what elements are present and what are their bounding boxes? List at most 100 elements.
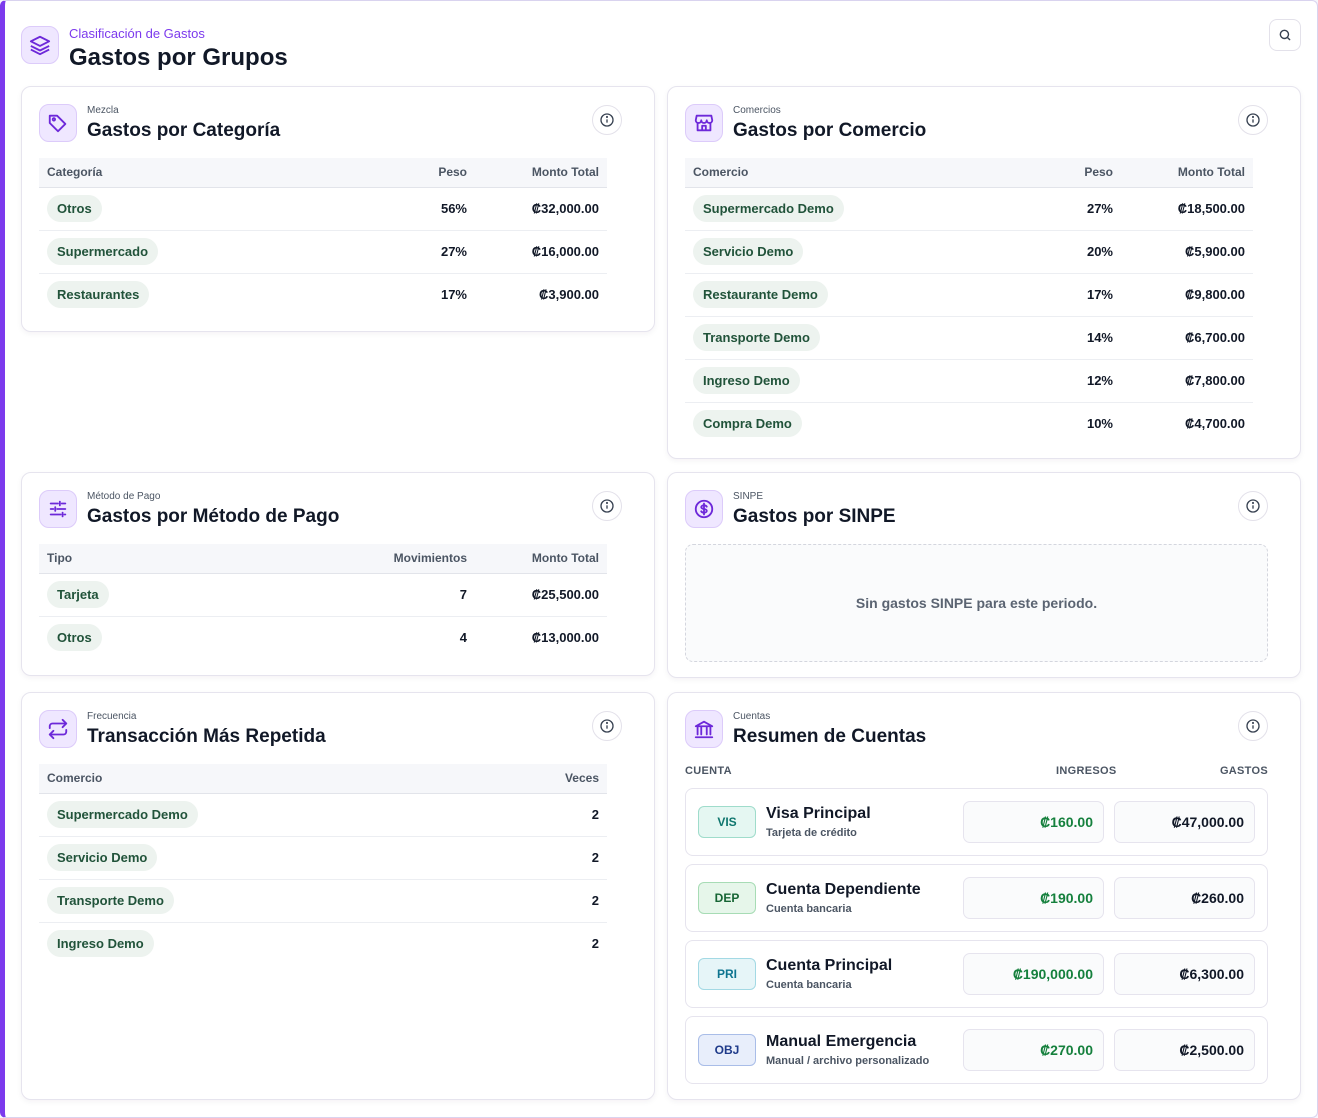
info-icon [1246,499,1260,513]
card-title: Gastos por SINPE [733,506,896,527]
weight-value: 10% [1086,416,1113,432]
account-income: ₡190.00 [963,877,1104,919]
table-row[interactable]: Restaurante Demo 17% ₡9,800.00 [685,273,1253,317]
card-eyebrow: Comercios [733,105,781,116]
merchant-chip: Ingreso Demo [47,930,154,958]
table-row[interactable]: Otros 56% ₡32,000.00 [39,187,607,231]
merchant-chip: Restaurante Demo [693,281,828,308]
merchant-chip: Servicio Demo [693,238,804,265]
amount-value: ₡7,800.00 [1121,359,1253,403]
card-cuentas: Cuentas Resumen de Cuentas CUENTA INGRES… [667,692,1301,1100]
table-row[interactable]: Servicio Demo 2 [39,836,607,880]
method-chip: Otros [47,624,102,652]
table-row[interactable]: Compra Demo 10% ₡4,700.00 [685,402,1253,445]
account-income: ₡270.00 [963,1029,1104,1071]
table-row[interactable]: Transporte Demo 2 [39,879,607,923]
table-row[interactable]: Supermercado 27% ₡16,000.00 [39,230,607,274]
dollar-circle-icon [685,490,723,528]
amount-value: ₡3,900.00 [539,287,599,303]
col-header: Veces [487,764,607,794]
store-icon [685,104,723,142]
repeat-icon [39,710,77,748]
table-row[interactable]: Supermercado Demo 2 [39,793,607,837]
card-categoria: Mezcla Gastos por Categoría Categoría Pe… [21,86,655,332]
categoria-table: Categoría Peso Monto Total Otros 56% ₡32… [39,158,607,316]
info-button[interactable] [592,105,622,135]
card-metodo-pago: Método de Pago Gastos por Método de Pago… [21,472,655,676]
count-value: 2 [487,879,607,923]
account-row[interactable]: PRI Cuenta Principal Cuenta bancaria ₡19… [685,940,1268,1008]
info-button[interactable] [592,491,622,521]
count-value: 2 [591,936,599,952]
account-badge: VIS [698,806,756,838]
frecuencia-table: Comercio Veces Supermercado Demo 2 Servi… [39,764,607,965]
account-expense: ₡260.00 [1114,877,1255,919]
account-row[interactable]: DEP Cuenta Dependiente Cuenta bancaria ₡… [685,864,1268,932]
layers-icon [21,26,59,64]
table-row[interactable]: Transporte Demo 14% ₡6,700.00 [685,316,1253,360]
merchant-chip: Ingreso Demo [693,367,800,394]
amount-value: ₡16,000.00 [475,230,607,274]
sliders-icon [39,490,77,528]
count-value: 2 [487,836,607,880]
weight-value: 20% [991,230,1121,274]
search-button[interactable] [1269,19,1301,51]
table-row[interactable]: Otros 4 ₡13,000.00 [39,616,607,659]
account-name: Cuenta Dependiente [766,881,921,898]
merchant-chip: Servicio Demo [47,844,158,871]
col-header-cuenta: CUENTA [685,765,732,777]
table-row[interactable]: Ingreso Demo 2 [39,922,607,965]
info-button[interactable] [1238,105,1268,135]
empty-state: Sin gastos SINPE para este periodo. [685,544,1268,662]
card-sinpe: SINPE Gastos por SINPE Sin gastos SINPE … [667,472,1301,678]
weight-value: 12% [991,359,1121,403]
card-eyebrow: SINPE [733,491,764,502]
col-header: Peso [991,158,1121,188]
weight-value: 17% [440,287,467,303]
info-button[interactable] [1238,711,1268,741]
info-button[interactable] [592,711,622,741]
weight-value: 27% [345,230,475,274]
card-title: Gastos por Método de Pago [87,506,340,527]
account-expense: ₡47,000.00 [1114,801,1255,843]
card-title: Transacción Más Repetida [87,726,326,747]
weight-value: 56% [345,187,475,231]
card-eyebrow: Método de Pago [87,491,161,502]
table-row[interactable]: Restaurantes 17% ₡3,900.00 [39,273,607,316]
card-title: Gastos por Categoría [87,120,281,141]
info-icon [1246,113,1260,127]
account-row[interactable]: OBJ Manual Emergencia Manual / archivo p… [685,1016,1268,1084]
table-row[interactable]: Tarjeta 7 ₡25,500.00 [39,573,607,617]
bank-icon [685,710,723,748]
method-chip: Tarjeta [47,581,109,608]
col-header: Comercio [685,158,991,188]
account-name: Cuenta Principal [766,957,893,974]
info-button[interactable] [1238,491,1268,521]
movements-value: 4 [459,630,467,646]
col-header: Tipo [39,544,345,574]
account-type: Cuenta bancaria [766,903,852,915]
merchant-chip: Transporte Demo [47,887,174,914]
account-row[interactable]: VIS Visa Principal Tarjeta de crédito ₡1… [685,788,1268,856]
category-chip: Supermercado [47,238,159,265]
page-header: Clasificación de Gastos Gastos por Grupo… [21,19,1301,79]
table-row[interactable]: Supermercado Demo 27% ₡18,500.00 [685,187,1253,231]
category-chip: Otros [47,195,102,222]
tag-icon [39,104,77,142]
account-type: Manual / archivo personalizado [766,1055,930,1067]
col-header: Movimientos [345,544,475,574]
amount-value: ₡5,900.00 [1121,230,1253,274]
amount-value: ₡9,800.00 [1121,273,1253,317]
col-header: Monto Total [475,158,607,188]
count-value: 2 [487,793,607,837]
account-income: ₡160.00 [963,801,1104,843]
table-row[interactable]: Servicio Demo 20% ₡5,900.00 [685,230,1253,274]
card-title: Resumen de Cuentas [733,726,927,747]
amount-value: ₡18,500.00 [1121,187,1253,231]
amount-value: ₡6,700.00 [1121,316,1253,360]
table-row[interactable]: Ingreso Demo 12% ₡7,800.00 [685,359,1253,403]
amount-value: ₡4,700.00 [1185,416,1245,432]
info-icon [600,499,614,513]
card-eyebrow: Cuentas [733,711,771,722]
col-header-gastos: GASTOS [1219,765,1268,777]
